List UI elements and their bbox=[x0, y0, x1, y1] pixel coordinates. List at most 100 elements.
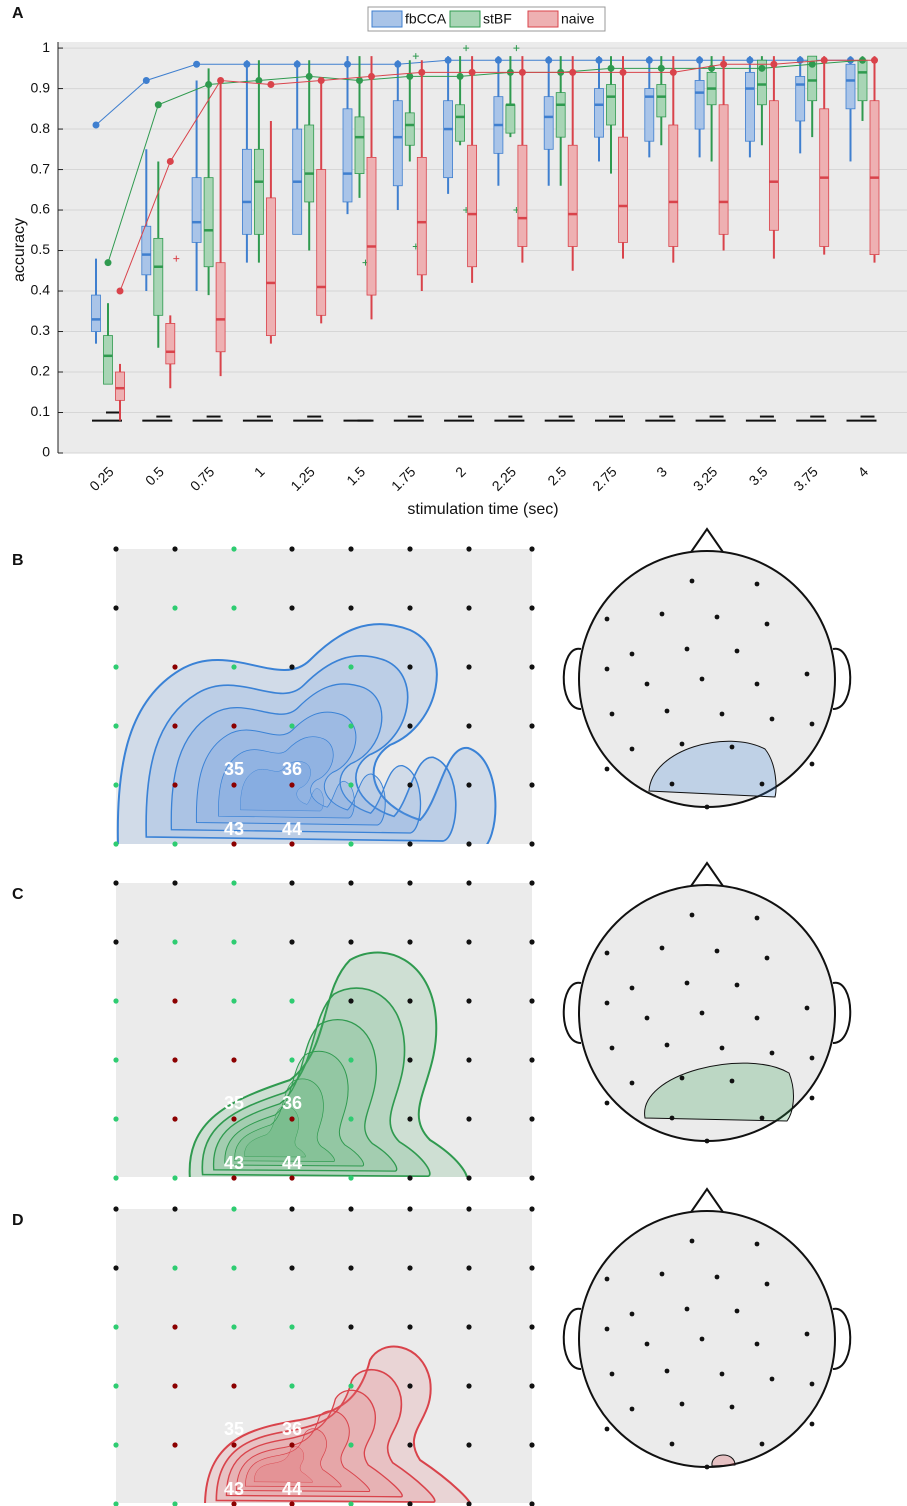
head-electrode bbox=[664, 708, 670, 714]
nose bbox=[688, 861, 726, 890]
electrode-dot bbox=[172, 1116, 178, 1122]
electrode-dot bbox=[113, 939, 119, 945]
head-electrode bbox=[644, 681, 650, 687]
box bbox=[304, 124, 315, 203]
head-electrode bbox=[689, 1238, 695, 1244]
y-tick-label: 0.1 bbox=[31, 403, 51, 419]
line-point bbox=[696, 56, 704, 64]
line-point bbox=[406, 72, 414, 80]
electrode-dot bbox=[172, 664, 178, 670]
head-electrode bbox=[629, 985, 635, 991]
electrode-dot bbox=[231, 880, 237, 886]
electrode-label: 36 bbox=[282, 759, 302, 779]
electrode-dot bbox=[407, 1501, 413, 1506]
head-electrode bbox=[754, 1241, 760, 1247]
electrode-dot bbox=[231, 1206, 237, 1212]
electrode-dot bbox=[231, 664, 237, 670]
ear bbox=[562, 647, 582, 710]
line-point bbox=[305, 72, 313, 80]
x-tick-label: 3.5 bbox=[746, 463, 771, 488]
electrode-dot bbox=[231, 1265, 237, 1271]
head-electrode bbox=[629, 651, 635, 657]
electrode-dot bbox=[113, 1265, 119, 1271]
electrode-dot bbox=[231, 1175, 237, 1181]
contour bbox=[204, 1345, 472, 1503]
electrode-dot bbox=[529, 1383, 535, 1389]
electrode-dot bbox=[172, 1442, 178, 1448]
box bbox=[567, 144, 578, 247]
electrode-dot bbox=[529, 998, 535, 1004]
head-electrode bbox=[734, 1308, 740, 1314]
legend-box bbox=[367, 6, 606, 32]
electrode-label: 36 bbox=[282, 1419, 302, 1439]
x-tick-label: 3.25 bbox=[690, 463, 721, 494]
line-point bbox=[669, 68, 677, 76]
electrode-dot bbox=[113, 1206, 119, 1212]
box bbox=[165, 323, 176, 365]
box bbox=[668, 124, 679, 247]
legend-swatch bbox=[371, 10, 403, 28]
line-point bbox=[746, 56, 754, 64]
line-point bbox=[595, 56, 603, 64]
head-electrode bbox=[809, 1095, 815, 1101]
electrode-dot bbox=[113, 998, 119, 1004]
head-electrode bbox=[714, 948, 720, 954]
electrode-dot bbox=[348, 546, 354, 552]
head-electrode bbox=[659, 611, 665, 617]
head-electrode bbox=[754, 1341, 760, 1347]
line-point bbox=[92, 121, 100, 129]
electrode-dot bbox=[113, 664, 119, 670]
x-tick-label: 3 bbox=[653, 463, 670, 480]
head-electrode bbox=[764, 955, 770, 961]
electrode-dot bbox=[231, 939, 237, 945]
box bbox=[443, 100, 454, 179]
box bbox=[366, 157, 377, 296]
box bbox=[153, 237, 164, 316]
x-tick-label: 2 bbox=[452, 463, 469, 480]
head-electrode bbox=[679, 1075, 685, 1081]
electrode-dot bbox=[407, 841, 413, 847]
box bbox=[103, 335, 113, 385]
electrode-dot bbox=[231, 841, 237, 847]
head-electrode bbox=[734, 648, 740, 654]
electrode-dot bbox=[231, 1324, 237, 1330]
nose bbox=[688, 1187, 726, 1216]
electrode-dot bbox=[348, 1324, 354, 1330]
electrode-dot bbox=[172, 1383, 178, 1389]
box bbox=[606, 84, 616, 126]
box bbox=[316, 169, 327, 316]
electrode-dot bbox=[289, 1265, 295, 1271]
line-point bbox=[255, 76, 263, 84]
electrode-dot bbox=[407, 1175, 413, 1181]
electrode-dot bbox=[289, 880, 295, 886]
box bbox=[694, 80, 705, 130]
y-tick-label: 0.7 bbox=[31, 160, 51, 176]
box bbox=[769, 100, 779, 231]
x-tick-label: 0.75 bbox=[187, 463, 218, 494]
electrode-dot bbox=[529, 1265, 535, 1271]
head-electrode bbox=[659, 945, 665, 951]
electrode-dot bbox=[348, 998, 354, 1004]
electrode-dot bbox=[172, 723, 178, 729]
electrode-dot bbox=[407, 998, 413, 1004]
electrode-dot bbox=[113, 841, 119, 847]
box bbox=[253, 148, 264, 235]
head-electrode bbox=[809, 1381, 815, 1387]
head-electrode bbox=[629, 1311, 635, 1317]
contour-level bbox=[116, 623, 497, 844]
head-electrode bbox=[684, 646, 690, 652]
head-electrode bbox=[684, 980, 690, 986]
y-tick-label: 0.4 bbox=[31, 282, 51, 298]
line-point bbox=[444, 56, 452, 64]
head-electrode bbox=[809, 1055, 815, 1061]
box bbox=[141, 225, 152, 276]
head-electrode bbox=[604, 766, 610, 772]
electrode-dot bbox=[466, 723, 472, 729]
electrode-dot bbox=[466, 1324, 472, 1330]
head-electrode bbox=[644, 1341, 650, 1347]
electrode-dot bbox=[407, 1383, 413, 1389]
electrode-dot bbox=[407, 546, 413, 552]
legend-label: fbCCA bbox=[405, 11, 447, 27]
head-electrode bbox=[714, 1274, 720, 1280]
y-tick-label: 0.3 bbox=[31, 322, 51, 338]
